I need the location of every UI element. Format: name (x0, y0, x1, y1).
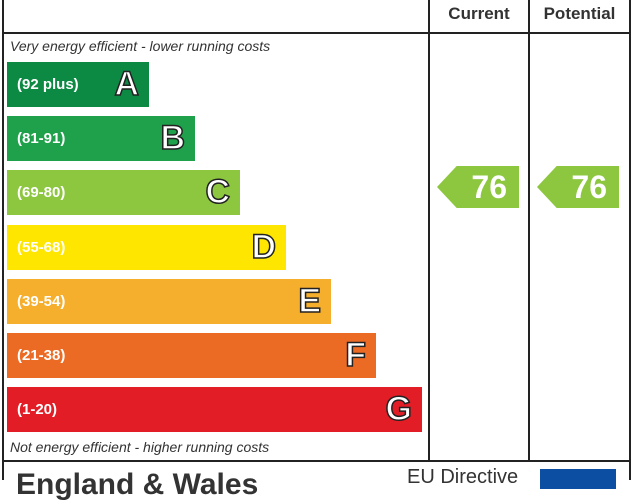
band-letter: E (298, 281, 322, 321)
band-d: (55-68) D (7, 224, 286, 270)
band-letter: G (385, 389, 413, 429)
band-range: (39-54) (17, 292, 66, 310)
band-g: (1-20) G (7, 387, 422, 433)
band-range: (69-80) (17, 184, 66, 202)
current-rating-arrow: 76 (437, 166, 519, 208)
band-e: (39-54) E (7, 278, 331, 324)
band-a: (92 plus) A (7, 62, 149, 107)
band-range: (92 plus) (17, 76, 79, 93)
footer-directive: EU Directive (407, 466, 519, 488)
band-letter: D (251, 227, 277, 267)
eu-flag-icon (540, 469, 616, 489)
footer-line (2, 460, 631, 462)
header-current: Current (448, 4, 510, 23)
band-c: (69-80) C (7, 170, 240, 216)
band-letter: B (160, 118, 186, 158)
band-letter: C (205, 173, 231, 213)
band-range: (21-38) (17, 347, 66, 364)
frame-left (2, 0, 4, 480)
band-range: (1-20) (17, 401, 58, 419)
band-f: (21-38) F (7, 333, 376, 378)
divider-current (428, 0, 430, 462)
top-note: Very energy efficient - lower running co… (10, 38, 271, 54)
band-letter: F (344, 335, 366, 375)
band-range: (55-68) (17, 238, 66, 256)
current-rating-value: 76 (471, 168, 507, 205)
bottom-note: Not energy efficient - higher running co… (10, 439, 270, 455)
footer-region: England & Wales (16, 468, 259, 501)
frame-right (629, 0, 631, 480)
potential-rating-value: 76 (571, 168, 607, 205)
header-line (2, 32, 631, 34)
band-range: (81-91) (17, 130, 66, 148)
band-letter: A (114, 64, 140, 104)
divider-potential (528, 0, 530, 462)
header-potential: Potential (543, 4, 616, 23)
potential-rating-arrow: 76 (537, 166, 619, 208)
band-b: (81-91) B (7, 116, 195, 162)
